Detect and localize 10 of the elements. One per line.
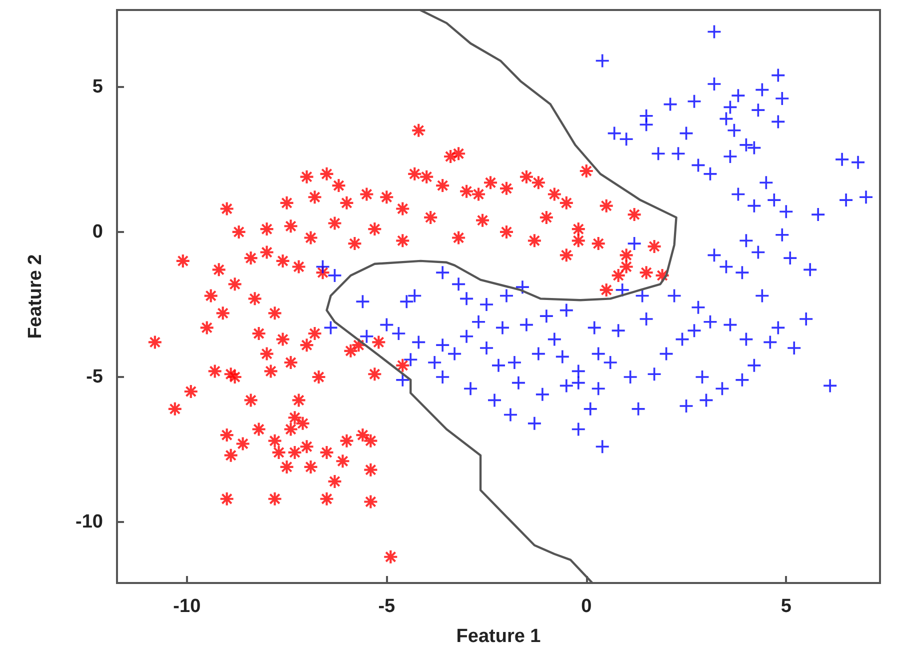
- y-tick-label: -5: [86, 366, 104, 388]
- y-tick-label: 0: [92, 221, 103, 242]
- x-tick-label: 5: [780, 596, 792, 617]
- y-tick-label: -10: [76, 512, 103, 533]
- y-tick-label: 5: [92, 76, 104, 98]
- y-axis-title: Feature 2: [25, 254, 46, 339]
- x-tick-label: -5: [378, 596, 396, 617]
- x-tick-label: 0: [581, 596, 592, 617]
- x-tick-label: -10: [173, 596, 201, 617]
- x-axis-title: Feature 1: [456, 626, 542, 647]
